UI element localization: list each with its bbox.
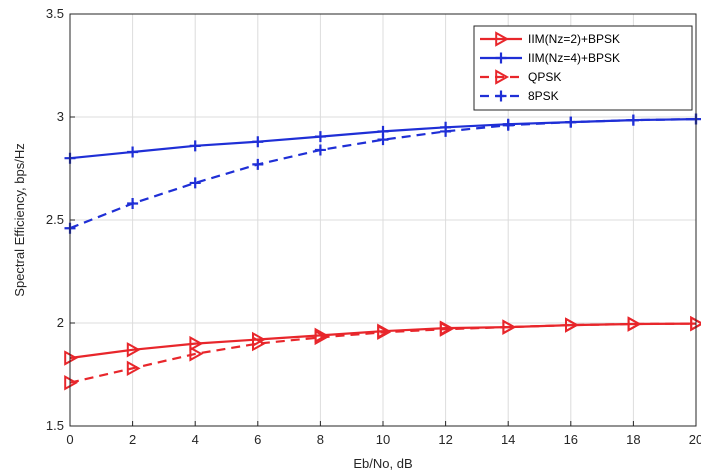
x-tick-label: 2 bbox=[129, 432, 136, 447]
data-point bbox=[189, 140, 201, 152]
legend-label: 8PSK bbox=[528, 89, 559, 103]
data-point bbox=[377, 134, 389, 146]
data-point bbox=[252, 335, 266, 352]
legend-swatch-marker bbox=[495, 69, 510, 85]
x-tick-label: 16 bbox=[564, 432, 578, 447]
legend-label: IIM(Nz=2)+BPSK bbox=[528, 32, 620, 46]
data-point bbox=[64, 350, 79, 366]
data-point bbox=[690, 315, 701, 332]
legend-swatch-marker bbox=[495, 52, 507, 64]
data-point bbox=[439, 321, 454, 337]
y-tick-label: 2.5 bbox=[46, 212, 64, 227]
series-layer bbox=[64, 113, 701, 391]
data-point bbox=[377, 324, 392, 340]
data-point bbox=[502, 319, 517, 335]
data-point bbox=[189, 335, 204, 352]
x-tick-label: 12 bbox=[438, 432, 452, 447]
y-axis-label: Spectral Efficiency, bps/Hz bbox=[12, 143, 27, 296]
legend-entry: 8PSK bbox=[480, 89, 559, 103]
series-line bbox=[69, 118, 697, 230]
data-point bbox=[565, 116, 577, 128]
data-point bbox=[314, 144, 326, 156]
series-2 bbox=[64, 315, 701, 391]
legend-entry: QPSK bbox=[480, 69, 561, 85]
data-point bbox=[627, 316, 642, 332]
data-point bbox=[440, 125, 452, 137]
legend-label: IIM(Nz=4)+BPSK bbox=[528, 51, 620, 65]
x-tick-label: 0 bbox=[66, 432, 73, 447]
x-tick-label: 10 bbox=[376, 432, 390, 447]
axis-ticks: 0 2 4 6 8 10 12 14 16 18 20 1.5 2 2.5 3 3.5 bbox=[46, 6, 701, 447]
legend-entry: IIM(Nz=4)+BPSK bbox=[480, 51, 620, 65]
legend-swatch-marker bbox=[495, 90, 507, 102]
data-point bbox=[64, 375, 79, 391]
series-line bbox=[69, 322, 697, 384]
data-point bbox=[627, 114, 639, 126]
x-tick-label: 18 bbox=[626, 432, 640, 447]
legend: IIM(Nz=2)+BPSK IIM(Nz=4)+BPSK QPSK 8PSK bbox=[473, 25, 693, 111]
data-point bbox=[189, 177, 201, 189]
legend-label: QPSK bbox=[528, 70, 561, 84]
x-tick-label: 4 bbox=[192, 432, 199, 447]
y-tick-label: 3 bbox=[57, 109, 64, 124]
x-tick-label: 14 bbox=[501, 432, 515, 447]
data-point bbox=[126, 342, 141, 358]
y-tick-label: 3.5 bbox=[46, 6, 64, 21]
y-tick-label: 2 bbox=[57, 315, 64, 330]
x-axis-label: Eb/No, dB bbox=[353, 456, 412, 471]
data-point bbox=[189, 346, 204, 362]
x-tick-label: 20 bbox=[689, 432, 701, 447]
legend-swatch-marker bbox=[495, 31, 510, 47]
data-point bbox=[502, 119, 514, 131]
data-point bbox=[252, 136, 264, 148]
data-point bbox=[126, 360, 141, 377]
x-tick-label: 6 bbox=[254, 432, 261, 447]
data-point bbox=[127, 198, 139, 210]
data-point bbox=[252, 158, 264, 170]
data-point bbox=[127, 146, 139, 158]
x-tick-label: 8 bbox=[317, 432, 324, 447]
legend-entry: IIM(Nz=2)+BPSK bbox=[480, 31, 620, 47]
data-point bbox=[565, 317, 579, 333]
data-point bbox=[314, 131, 326, 143]
y-tick-label: 1.5 bbox=[46, 418, 64, 433]
data-point bbox=[314, 329, 329, 346]
